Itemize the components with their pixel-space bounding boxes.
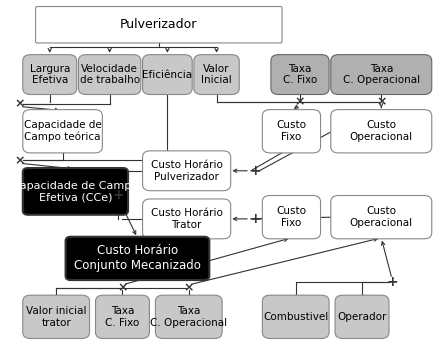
- FancyBboxPatch shape: [335, 295, 389, 338]
- Text: +: +: [249, 164, 261, 178]
- Text: +: +: [249, 212, 261, 226]
- Text: Custo Horário
Trator: Custo Horário Trator: [151, 208, 222, 230]
- FancyBboxPatch shape: [36, 7, 282, 43]
- Text: +: +: [386, 275, 398, 289]
- Text: Custo
Operacional: Custo Operacional: [350, 206, 413, 228]
- FancyBboxPatch shape: [95, 295, 150, 338]
- Text: Eficiência: Eficiência: [143, 70, 192, 80]
- Text: Capacidade de Campo
Efetiva (CCe): Capacidade de Campo Efetiva (CCe): [12, 180, 139, 202]
- Text: Combustivel: Combustivel: [263, 312, 329, 322]
- FancyBboxPatch shape: [66, 237, 209, 280]
- Text: Pulverizador: Pulverizador: [120, 18, 198, 31]
- Text: Velocidade
de trabalho: Velocidade de trabalho: [79, 64, 140, 85]
- FancyBboxPatch shape: [23, 168, 128, 215]
- Text: ×: ×: [376, 96, 387, 109]
- Text: Custo Horário
Pulverizador: Custo Horário Pulverizador: [151, 160, 222, 181]
- Text: Largura
Efetiva: Largura Efetiva: [30, 64, 70, 85]
- FancyBboxPatch shape: [143, 199, 231, 239]
- FancyBboxPatch shape: [262, 295, 329, 338]
- Text: Custo
Fixo: Custo Fixo: [277, 120, 306, 142]
- FancyBboxPatch shape: [194, 55, 239, 95]
- FancyBboxPatch shape: [262, 110, 321, 153]
- Text: Valor
Inicial: Valor Inicial: [201, 64, 232, 85]
- Text: Operador: Operador: [337, 312, 387, 322]
- Text: Custo
Operacional: Custo Operacional: [350, 120, 413, 142]
- Text: Custo Horário
Conjunto Mecanizado: Custo Horário Conjunto Mecanizado: [74, 244, 201, 273]
- FancyBboxPatch shape: [143, 55, 192, 95]
- FancyBboxPatch shape: [271, 55, 329, 95]
- FancyBboxPatch shape: [143, 151, 231, 191]
- Text: ×: ×: [183, 281, 194, 294]
- FancyBboxPatch shape: [331, 110, 432, 153]
- Text: Capacidade de
Campo teórica: Capacidade de Campo teórica: [24, 120, 101, 142]
- Text: Custo
Fixo: Custo Fixo: [277, 206, 306, 228]
- Text: Taxa
C. Operacional: Taxa C. Operacional: [343, 64, 420, 85]
- Text: Taxa
C. Operacional: Taxa C. Operacional: [150, 306, 227, 328]
- FancyBboxPatch shape: [23, 55, 77, 95]
- Text: Valor inicial
trator: Valor inicial trator: [26, 306, 87, 328]
- FancyBboxPatch shape: [155, 295, 222, 338]
- FancyBboxPatch shape: [331, 55, 432, 95]
- FancyBboxPatch shape: [262, 196, 321, 239]
- Text: Taxa
C. Fixo: Taxa C. Fixo: [283, 64, 317, 85]
- Text: ×: ×: [15, 97, 25, 110]
- FancyBboxPatch shape: [23, 110, 103, 153]
- FancyBboxPatch shape: [79, 55, 141, 95]
- FancyBboxPatch shape: [331, 196, 432, 239]
- Text: Taxa
C. Fixo: Taxa C. Fixo: [105, 306, 139, 328]
- Text: ×: ×: [295, 96, 305, 109]
- FancyBboxPatch shape: [23, 295, 90, 338]
- Text: +: +: [112, 188, 124, 202]
- Text: ×: ×: [117, 281, 128, 294]
- Text: ×: ×: [15, 154, 25, 167]
